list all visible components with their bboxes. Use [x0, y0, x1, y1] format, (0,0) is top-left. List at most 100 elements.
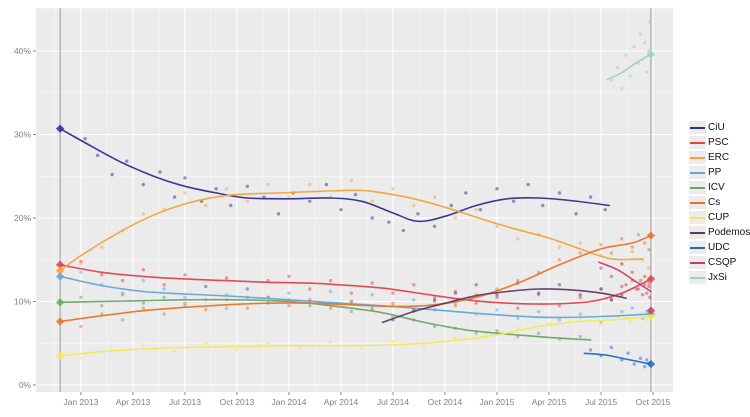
election-result-marker-psc [55, 260, 65, 269]
poll-point-udc [643, 364, 647, 369]
poll-point-icv [308, 303, 312, 308]
poll-point-psc [432, 295, 437, 300]
poll-point-cup [297, 345, 302, 350]
trend-line-erc [59, 189, 644, 272]
poll-point-erc [453, 216, 458, 220]
poll-point-jxsi [628, 74, 632, 78]
poll-point-csqp [620, 262, 624, 266]
poll-point-ciu [449, 203, 453, 208]
poll-point-pp [557, 318, 562, 322]
poll-point-pp [630, 306, 634, 310]
poll-point-ciu [541, 203, 545, 208]
legend-key-swatch [689, 136, 706, 149]
poll-point-jxsi [645, 70, 649, 74]
poll-point-udc [638, 356, 643, 360]
poll-point-csqp [640, 293, 645, 297]
poll-point-erc [432, 195, 437, 199]
poll-point-cup [599, 323, 603, 327]
poll-point-erc [557, 245, 562, 249]
poll-point-cs [609, 251, 614, 255]
poll-point-psc [266, 278, 270, 283]
poll-point-csqp [609, 274, 614, 279]
poll-point-psc [643, 274, 647, 279]
poll-point-erc [224, 187, 229, 191]
poll-point-psc [308, 287, 312, 291]
election-result-marker-jxsi [646, 50, 656, 59]
legend-key-swatch [689, 196, 706, 209]
election-result-marker-cup [646, 312, 656, 321]
poll-point-cup [266, 341, 270, 345]
poll-point-ciu [276, 212, 281, 216]
poll-point-cs [162, 312, 166, 316]
poll-point-cup [141, 343, 146, 347]
poll-point-csqp [634, 287, 639, 291]
poll-point-erc [79, 262, 83, 266]
poll-point-ciu [95, 153, 100, 158]
poll-point-csqp [645, 291, 649, 295]
poll-point-icv [495, 329, 499, 333]
poll-point-pp [183, 295, 187, 300]
poll-point-cs [79, 324, 83, 329]
poll-point-cup [204, 341, 208, 345]
legend-label: ICV [708, 182, 725, 193]
poll-point-ciu [245, 184, 250, 188]
legend-item-ciu: CiU [689, 120, 750, 135]
poll-point-erc [308, 182, 312, 187]
poll-point-cup [516, 326, 520, 330]
poll-point-ciu [387, 220, 391, 224]
poll-point-cup [453, 336, 458, 340]
poll-point-jxsi [620, 86, 624, 91]
poll-point-jxsi [643, 40, 647, 45]
series-line-sample [690, 276, 705, 279]
poll-point-cs [636, 232, 641, 237]
trend-line-csqp [598, 261, 652, 293]
poll-point-pp [204, 284, 208, 289]
poll-point-ciu [370, 216, 374, 220]
poll-point-erc [183, 191, 187, 195]
poll-point-podemos [599, 287, 603, 291]
poll-point-icv [432, 324, 437, 329]
poll-point-pp [141, 278, 146, 283]
poll-point-udc [645, 358, 649, 362]
poll-point-erc [474, 207, 478, 212]
poll-point-pp [620, 309, 624, 314]
x-tick-label: Jul 2015 [585, 397, 617, 407]
poll-point-psc [578, 295, 582, 300]
poll-point-erc [287, 195, 291, 199]
legend-key-swatch [689, 121, 706, 134]
chart-legend: CiU PSC ERC PP ICV Cs CUP Podemos UDC CS… [689, 120, 750, 285]
election-result-marker-pp [55, 272, 65, 281]
poll-point-jxsi [632, 45, 637, 49]
poll-point-jxsi [609, 78, 614, 82]
poll-point-erc [141, 212, 146, 216]
election-result-marker-csqp [646, 306, 656, 315]
legend-item-csqp: CSQP [689, 255, 750, 270]
legend-label: CSQP [708, 257, 737, 268]
poll-point-psc [370, 281, 374, 285]
poll-point-ciu [432, 224, 437, 229]
poll-point-cup [391, 339, 395, 344]
poll-point-icv [349, 309, 354, 314]
legend-key-swatch [689, 181, 706, 194]
poll-point-ciu [214, 187, 218, 191]
poll-point-pp [328, 289, 333, 294]
poll-point-ciu [557, 191, 562, 195]
poll-point-ciu [110, 172, 114, 177]
x-tick-label: Oct 2014 [428, 397, 463, 407]
election-result-marker-cup [55, 351, 65, 360]
election-result-marker-erc [55, 266, 65, 275]
poll-point-cup [235, 348, 239, 352]
series-line-sample [690, 246, 705, 249]
poll-point-icv [474, 331, 478, 335]
series-line-sample [690, 201, 705, 204]
poll-point-ciu [401, 228, 406, 233]
poll-point-podemos [578, 293, 582, 297]
election-result-marker-cs [646, 231, 656, 240]
poll-point-cup [422, 344, 426, 349]
trend-line-jxsi [606, 53, 652, 81]
poll-point-cup [328, 339, 333, 344]
poll-point-pp [412, 298, 416, 302]
legend-key-swatch [689, 241, 706, 254]
poll-point-icv [100, 303, 104, 308]
